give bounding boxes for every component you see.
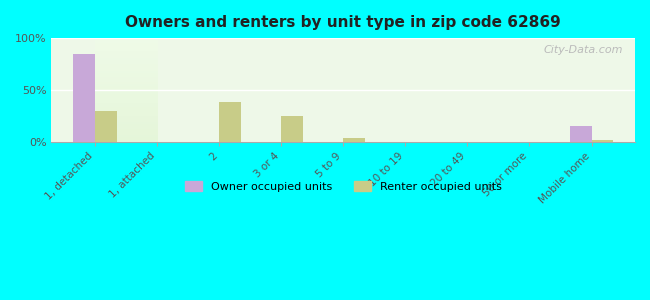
Bar <box>592 140 613 142</box>
Bar <box>219 102 240 142</box>
Title: Owners and renters by unit type in zip code 62869: Owners and renters by unit type in zip c… <box>125 15 561 30</box>
Bar <box>570 126 592 142</box>
Bar <box>343 139 365 142</box>
Bar <box>95 110 116 142</box>
Bar <box>281 116 303 142</box>
Text: City-Data.com: City-Data.com <box>544 45 623 56</box>
Legend: Owner occupied units, Renter occupied units: Owner occupied units, Renter occupied un… <box>181 176 506 196</box>
Bar <box>73 54 95 142</box>
